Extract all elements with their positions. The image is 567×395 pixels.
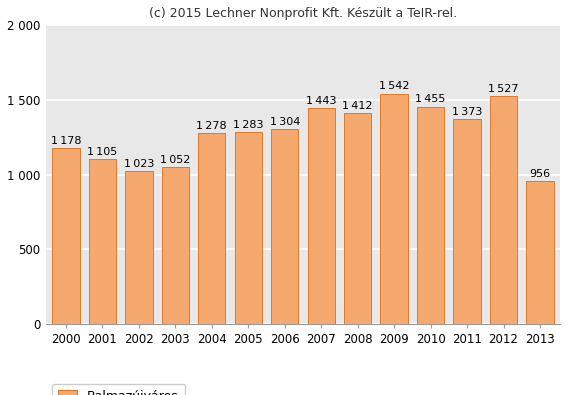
Bar — [344, 113, 371, 324]
Title: (c) 2015 Lechner Nonprofit Kft. Készült a TeIR-rel.: (c) 2015 Lechner Nonprofit Kft. Készült … — [149, 7, 457, 20]
Bar — [52, 148, 79, 324]
Bar — [162, 167, 189, 324]
Text: 1 283: 1 283 — [233, 120, 264, 130]
Text: 1 373: 1 373 — [452, 107, 483, 117]
Bar — [235, 132, 262, 324]
Bar — [271, 129, 298, 324]
Text: 1 542: 1 542 — [379, 81, 409, 91]
Text: 1 052: 1 052 — [160, 154, 191, 165]
Legend: Balmazújváros: Balmazújváros — [52, 384, 185, 395]
Bar — [198, 133, 226, 324]
Bar — [88, 159, 116, 324]
Text: 1 105: 1 105 — [87, 147, 117, 157]
Bar — [526, 181, 553, 324]
Text: 1 527: 1 527 — [488, 84, 519, 94]
Bar — [417, 107, 445, 324]
Text: 1 455: 1 455 — [416, 94, 446, 104]
Bar — [380, 94, 408, 324]
Text: 1 443: 1 443 — [306, 96, 336, 106]
Text: 1 023: 1 023 — [124, 159, 154, 169]
Text: 1 412: 1 412 — [342, 101, 373, 111]
Bar — [490, 96, 517, 324]
Bar — [454, 119, 481, 324]
Text: 1 278: 1 278 — [197, 121, 227, 131]
Text: 956: 956 — [530, 169, 551, 179]
Bar — [307, 109, 335, 324]
Bar — [125, 171, 153, 324]
Text: 1 178: 1 178 — [50, 136, 81, 146]
Text: 1 304: 1 304 — [269, 117, 300, 127]
